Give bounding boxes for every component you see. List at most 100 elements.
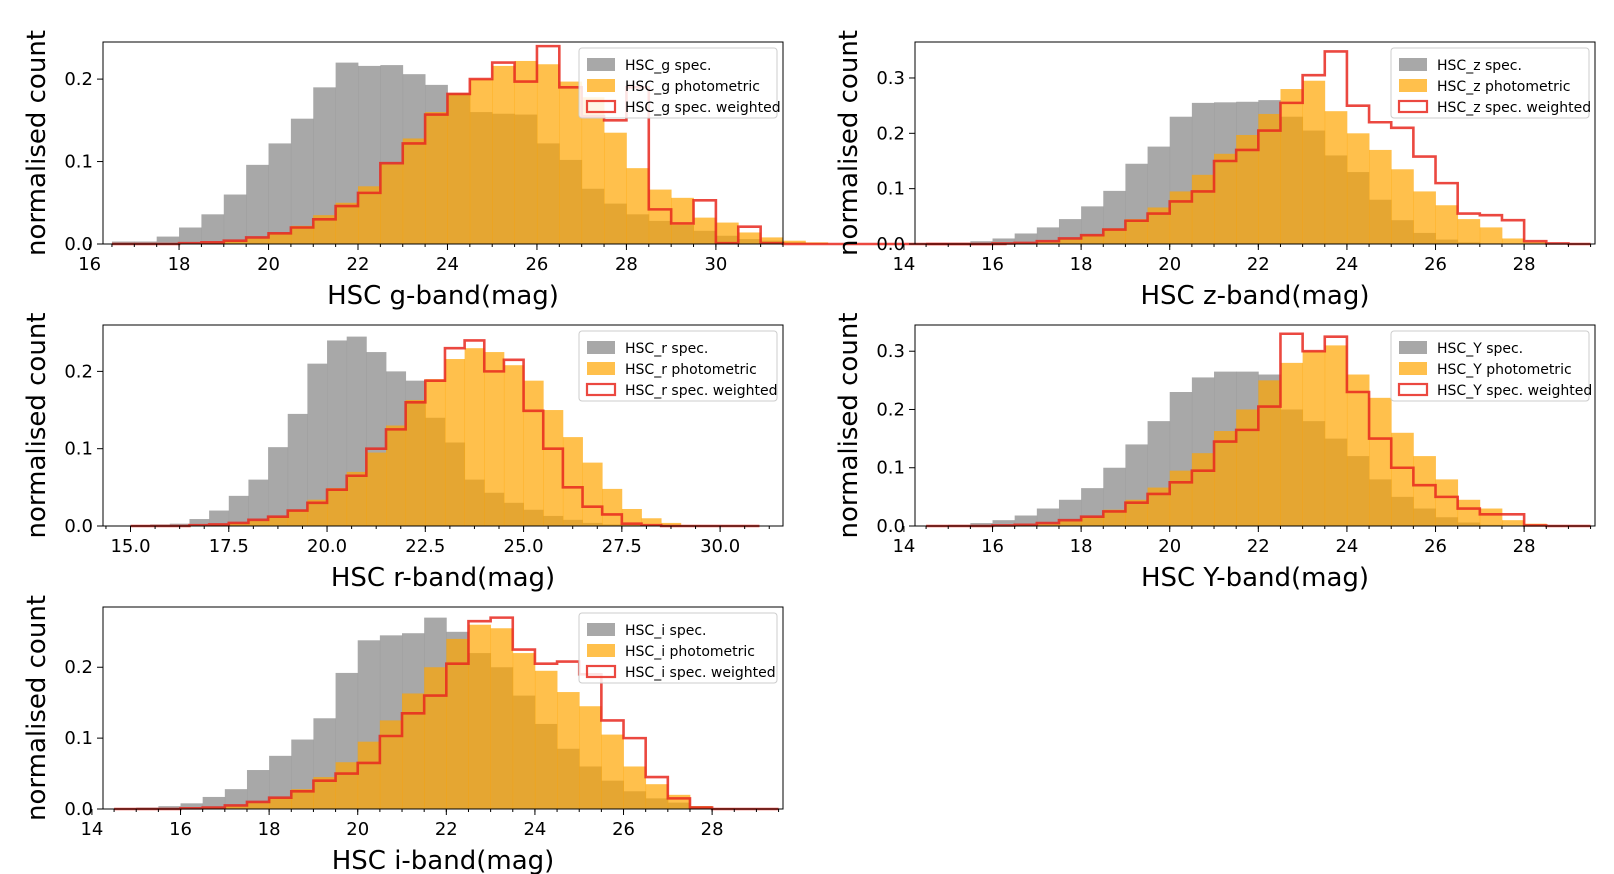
chart-z-axes-frame: [914, 41, 1596, 245]
chart-z-phot-bar-19: [1346, 133, 1370, 244]
chart-r-xtick-label: 30.0: [700, 536, 740, 557]
chart-Y-legend-box: [1390, 330, 1590, 402]
chart-i-phot-bar-19: [534, 670, 558, 809]
chart-Y-xtick-label: 28: [1513, 536, 1536, 557]
chart-r-phot-bar-18: [484, 352, 505, 526]
chart-Y-legend-swatch-spec: [1399, 341, 1427, 354]
chart-Y-phot-bar-8: [1103, 509, 1126, 526]
chart-z-ytick-label: 0.2: [876, 123, 905, 144]
chart-g-phot-bar-9: [313, 215, 337, 244]
chart-Y-phot-bar-6: [1058, 520, 1082, 526]
chart-Y-phot-bar-17: [1302, 351, 1326, 526]
chart-i-legend-box: [578, 612, 778, 684]
chart-Y-axes-frame: [914, 324, 1596, 527]
chart-Y-xtick-label: 14: [892, 536, 915, 557]
chart-r-axes-frame: [102, 324, 784, 527]
chart-z-phot-bar-14: [1236, 134, 1259, 244]
chart-g-spec-bar-9: [313, 87, 337, 244]
chart-r-phot-bar-27: [661, 522, 682, 526]
chart-Y-xtick-label: 18: [1070, 536, 1093, 557]
chart-z-phot-bar-22: [1413, 191, 1436, 244]
chart-r-ytick-label: 0.0: [64, 516, 93, 537]
chart-z-phot-bar-17: [1302, 80, 1326, 245]
chart-g-legend-box: [578, 47, 778, 119]
chart-g-phot-bar-13: [402, 138, 426, 244]
chart-z-spec-bar-5: [1036, 227, 1060, 244]
chart-z-ytick-label: 0.1: [876, 179, 905, 200]
chart-i-phot-bar-8: [291, 789, 314, 809]
chart-g-phot-bar-10: [335, 202, 359, 244]
chart-r-xtick-label: 15.0: [110, 536, 150, 557]
chart-g-phot-bar-22: [604, 132, 627, 244]
chart-r-legend-swatch-phot: [587, 362, 615, 375]
chart-Y-ytick-label: 0.1: [876, 458, 905, 479]
chart-r-xlabel: HSC r-band(mag): [331, 563, 555, 593]
chart-i-axes-frame: [102, 606, 784, 810]
chart-z-phot-bar-9: [1125, 219, 1148, 244]
chart-g-phot-bar-26: [693, 217, 717, 244]
chart-g-legend-label: HSC_g spec. weighted: [625, 100, 781, 116]
chart-r-spec-bar-8: [287, 413, 308, 526]
chart-z-xtick-label: 28: [1513, 254, 1536, 275]
chart-r-phot-bar-12: [366, 452, 387, 526]
chart-i-phot-bar-23: [623, 766, 647, 809]
chart-z-phot-bar-10: [1147, 207, 1171, 244]
chart-i-phot-bar-17: [490, 628, 514, 809]
chart-g-phot-bar-20: [559, 81, 583, 244]
chart-g-xtick-label: 16: [78, 254, 101, 275]
chart-Y-xtick-label: 20: [1158, 536, 1181, 557]
chart-g-xtick-label: 26: [525, 254, 548, 275]
chart-r-spec-bar-5: [228, 495, 249, 526]
chart-g-xlabel: HSC g-band(mag): [327, 281, 559, 311]
chart-g-phot-bar-7: [268, 233, 292, 244]
chart-Y-phot-bar-12: [1191, 453, 1215, 526]
chart-g-phot-bar-21: [581, 97, 605, 245]
chart-Y-xtick-label: 26: [1424, 536, 1447, 557]
chart-Y-phot-bar-19: [1346, 374, 1370, 526]
chart-i-legend-swatch-phot: [587, 644, 615, 657]
chart-r-phot-bar-5: [228, 522, 249, 526]
chart-i-phot-bar-14: [424, 667, 447, 809]
chart-i-phot-bar-12: [379, 720, 403, 809]
chart-i-phot-bar-11: [357, 741, 381, 809]
chart-i-spec-bar-6: [246, 770, 270, 809]
chart-i-legend-swatch-weighted: [585, 664, 617, 679]
chart-g-spec-bar-3: [179, 227, 202, 244]
chart-r-phot-bar-26: [641, 518, 662, 526]
chart-z-legend-box: [1390, 47, 1590, 119]
chart-i-spec-bar-4: [202, 796, 226, 809]
chart-g-legend-label: HSC_g spec.: [625, 58, 711, 74]
chart-r-phot-bar-21: [543, 410, 564, 526]
chart-r-spec-bar-3: [189, 519, 210, 526]
chart-z-phot-bar-5: [1036, 241, 1060, 244]
chart-Y-phot-bar-22: [1413, 456, 1436, 526]
chart-r-xtick-label: 25.0: [504, 536, 544, 557]
chart-i-xtick-label: 22: [435, 819, 458, 840]
chart-g-ytick-label: 0.1: [64, 152, 93, 173]
chart-g-phot-bar-24: [648, 189, 672, 244]
chart-i-ytick-label: 0.2: [64, 657, 93, 678]
chart-z-weighted-step-line: [926, 50, 1591, 246]
chart-Y-phot-bar-25: [1479, 508, 1503, 526]
chart-g-xtick-label: 28: [615, 254, 638, 275]
chart-z-xtick-label: 14: [892, 254, 915, 275]
chart-z-xlabel: HSC z-band(mag): [1141, 281, 1370, 311]
chart-g-spec-bar-8: [290, 118, 314, 244]
chart-Y-xtick-label: 24: [1335, 536, 1358, 557]
chart-Y-xlabel: HSC Y-band(mag): [1141, 563, 1369, 593]
chart-r-phot-bar-11: [346, 471, 367, 526]
chart-z-spec-bar-4: [1014, 233, 1038, 244]
chart-g-xtick-label: 30: [704, 254, 727, 275]
chart-g-phot-bar-18: [514, 60, 538, 245]
chart-Y-legend-label: HSC_Y spec. weighted: [1437, 383, 1592, 399]
chart-Y-spec-bar-2: [970, 523, 993, 526]
chart-Y-phot-bar-5: [1036, 523, 1060, 526]
chart-g-phot-bar-25: [671, 197, 694, 244]
chart-r-phot-bar-24: [602, 488, 623, 526]
chart-r-phot-bar-23: [582, 462, 603, 526]
chart-g-ylabel: normalised count: [22, 30, 52, 256]
chart-z-phot-bar-12: [1191, 174, 1215, 244]
chart-z-phot-bar-6: [1058, 239, 1082, 244]
chart-Y-xtick-label: 22: [1247, 536, 1270, 557]
